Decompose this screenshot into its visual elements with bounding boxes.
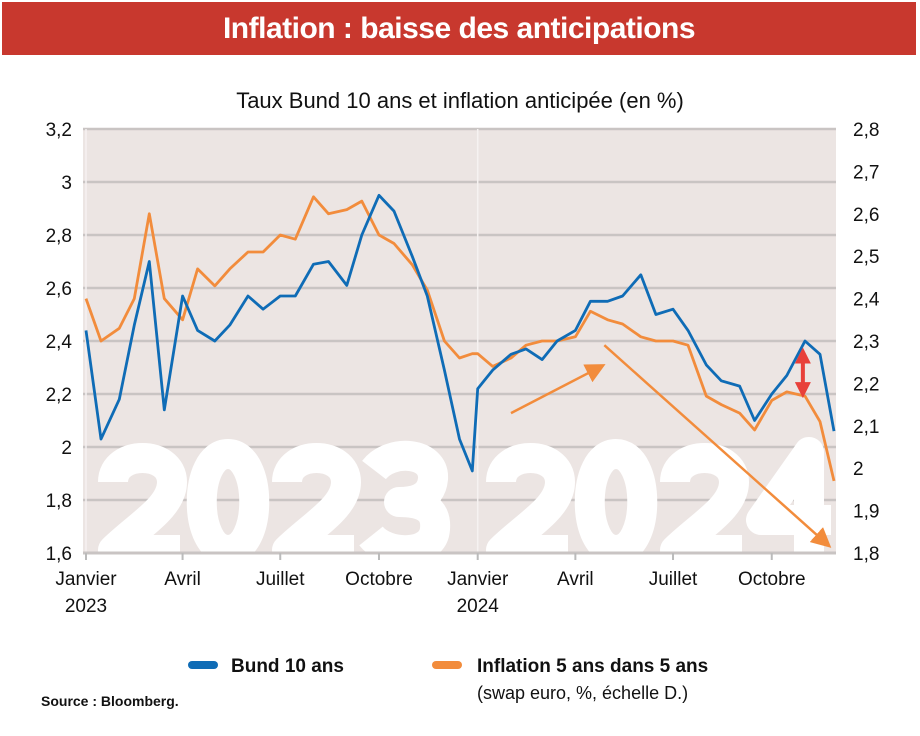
y-left-tick-label: 2,2: [46, 385, 72, 406]
x-tick-label: Janvier: [55, 569, 117, 590]
y-right-tick-label: 1,9: [853, 502, 879, 523]
x-tick-label: Avril: [557, 569, 594, 590]
y-left-tick-label: 3: [61, 173, 72, 194]
y-right-tick-label: 2,2: [853, 374, 879, 395]
watermark-digit: [486, 443, 575, 553]
x-tick-label: Juillet: [256, 569, 305, 590]
y-right-tick-label: 2: [853, 459, 864, 480]
y-right-tick-label: 2,1: [853, 417, 879, 438]
legend-label-bund: Bund 10 ans: [231, 656, 344, 677]
chart-title: Taux Bund 10 ans et inflation anticipée …: [236, 88, 684, 113]
watermark-digit: [186, 439, 270, 553]
y-left-tick-label: 1,6: [46, 544, 72, 565]
watermark-group: [98, 437, 831, 553]
watermark-2024: [486, 437, 831, 553]
x-tick-label: Octobre: [738, 569, 806, 590]
watermark-digit: [746, 437, 831, 552]
watermark-2023: [98, 439, 451, 553]
x-tick-year: 2023: [65, 596, 107, 617]
y-right-tick-label: 2,4: [853, 290, 880, 311]
y-right-tick-label: 2,5: [853, 247, 879, 268]
y-left-tick-label: 2: [61, 438, 72, 459]
x-tick-year: 2024: [457, 596, 500, 617]
y-left-tick-label: 3,2: [46, 120, 72, 141]
watermark-digit: [574, 439, 658, 553]
x-tick-label: Octobre: [345, 569, 413, 590]
x-tick-label: Janvier: [447, 569, 509, 590]
y-right-tick-label: 1,8: [853, 544, 879, 565]
legend: Bund 10 ans Inflation 5 ans dans 5 ans (…: [188, 656, 708, 703]
watermark-digit: [660, 443, 749, 553]
y-left-tick-label: 2,8: [46, 226, 72, 247]
banner-title: Inflation : baisse des anticipations: [2, 2, 916, 55]
y-right-tick-label: 2,8: [853, 120, 879, 141]
legend-swatch-inflation: [432, 661, 462, 669]
series-line-inflation: [84, 195, 836, 482]
trend-arrow: [510, 364, 606, 415]
watermark-digit: [272, 443, 361, 553]
legend-sublabel-inflation: (swap euro, %, échelle D.): [477, 683, 688, 703]
y-right-tick-label: 2,6: [853, 205, 879, 226]
series-line-bund: [84, 193, 836, 473]
y-left-tick-label: 2,6: [46, 279, 72, 300]
watermark-digit: [98, 443, 187, 553]
x-tick-label: Avril: [164, 569, 201, 590]
trend-arrow: [603, 344, 832, 548]
y-left-tick-label: 2,4: [46, 332, 73, 353]
source-note: Source : Bloomberg.: [41, 693, 179, 709]
legend-swatch-bund: [188, 661, 218, 669]
y-left-tick-label: 1,8: [46, 491, 72, 512]
legend-label-inflation: Inflation 5 ans dans 5 ans: [477, 656, 708, 677]
y-right-tick-label: 2,3: [853, 332, 879, 353]
watermark-digit: [359, 440, 451, 553]
y-right-tick-label: 2,7: [853, 162, 879, 183]
x-tick-label: Juillet: [649, 569, 698, 590]
